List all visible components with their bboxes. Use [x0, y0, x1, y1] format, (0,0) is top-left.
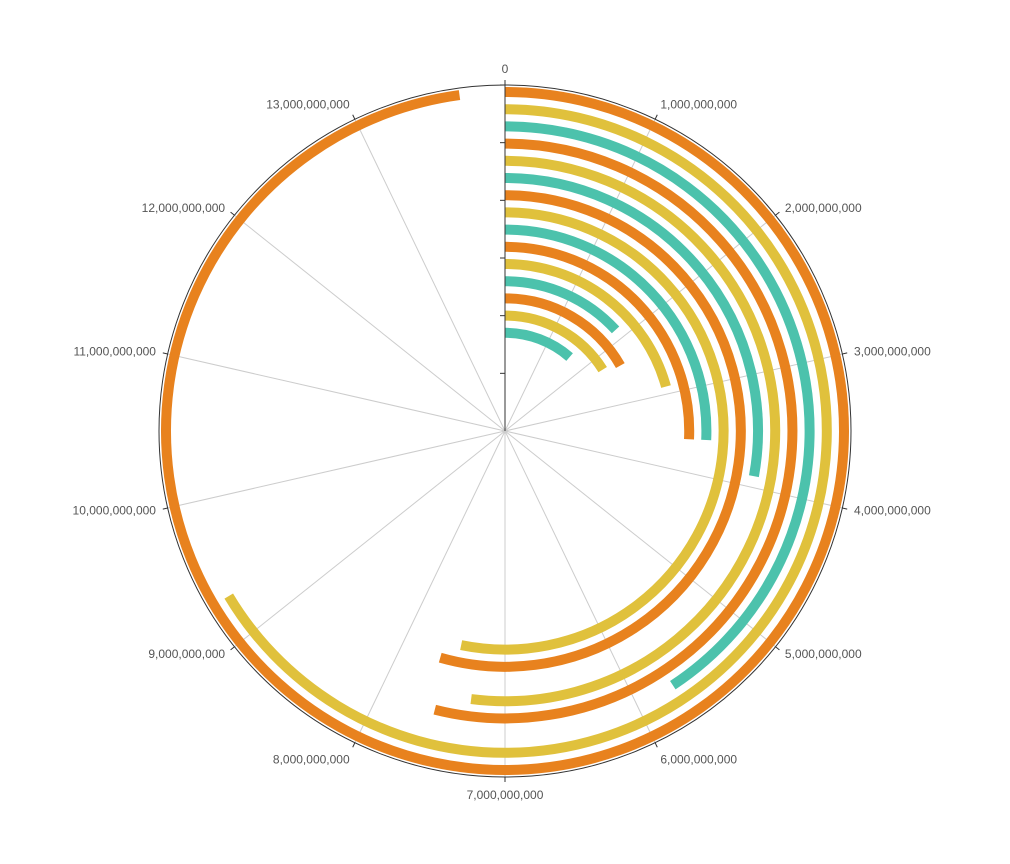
angle-tick-mark: [162, 507, 168, 510]
angle-tick-label: 5,000,000,000: [785, 647, 862, 661]
angle-tick-label: 10,000,000,000: [73, 504, 157, 518]
radial-bar-12[interactable]: [504, 276, 620, 334]
angle-tick-mark: [842, 352, 848, 355]
angle-tick-label: 1,000,000,000: [660, 97, 737, 111]
radial-bar-11[interactable]: [504, 259, 671, 388]
radial-bar-3[interactable]: [504, 121, 815, 690]
angle-tick-label: 13,000,000,000: [266, 97, 350, 111]
angle-tick-label: 3,000,000,000: [854, 344, 931, 358]
radial-bar-14[interactable]: [504, 310, 607, 373]
angle-grid-line: [234, 430, 506, 648]
angle-tick-mark: [162, 352, 168, 355]
radial-bar-5[interactable]: [470, 155, 781, 707]
angle-grid-line: [167, 430, 506, 509]
angle-tick-label: 8,000,000,000: [273, 753, 350, 767]
angle-grid-line: [234, 214, 506, 432]
angle-tick-mark: [230, 646, 235, 651]
angle-tick-mark: [654, 742, 658, 748]
angle-tick-mark: [775, 211, 780, 216]
angle-tick-label: 4,000,000,000: [854, 504, 931, 518]
angle-tick-mark: [654, 114, 658, 120]
radial-bar-2[interactable]: [224, 104, 832, 758]
angle-tick-label: 11,000,000,000: [73, 344, 156, 358]
angle-tick-label: 0: [502, 62, 509, 76]
angle-tick-label: 2,000,000,000: [785, 201, 862, 215]
angle-tick-label: 7,000,000,000: [467, 788, 544, 802]
radial-bar-15[interactable]: [504, 327, 573, 361]
radial-bar-4[interactable]: [433, 138, 798, 724]
angle-tick-mark: [775, 646, 780, 651]
angle-tick-label: 9,000,000,000: [148, 647, 225, 661]
bars-group: [161, 87, 849, 775]
angle-grid: [167, 119, 843, 777]
angle-tick-label: 6,000,000,000: [660, 753, 737, 767]
axes: [158, 80, 852, 782]
radial-bar-8[interactable]: [460, 207, 729, 655]
radial-bar-6[interactable]: [504, 173, 763, 478]
angle-tick-mark: [230, 211, 235, 216]
angle-tick-mark: [842, 507, 848, 510]
angle-grid-line: [354, 430, 506, 743]
radial-bar-7[interactable]: [438, 190, 746, 672]
angle-tick-label: 12,000,000,000: [142, 201, 226, 215]
angle-tick-mark: [352, 742, 356, 748]
angle-tick-labels: 0 1,000,000,000 2,000,000,000 3,000,000,000…: [73, 62, 932, 802]
angle-grid-line: [354, 119, 506, 432]
radial-bar-10[interactable]: [504, 241, 695, 440]
radial-bar-1[interactable]: [161, 87, 849, 775]
radial-bar-9[interactable]: [504, 224, 712, 441]
angle-grid-line: [167, 353, 506, 432]
radial-bar-13[interactable]: [504, 293, 625, 369]
angle-tick-mark: [352, 114, 356, 120]
